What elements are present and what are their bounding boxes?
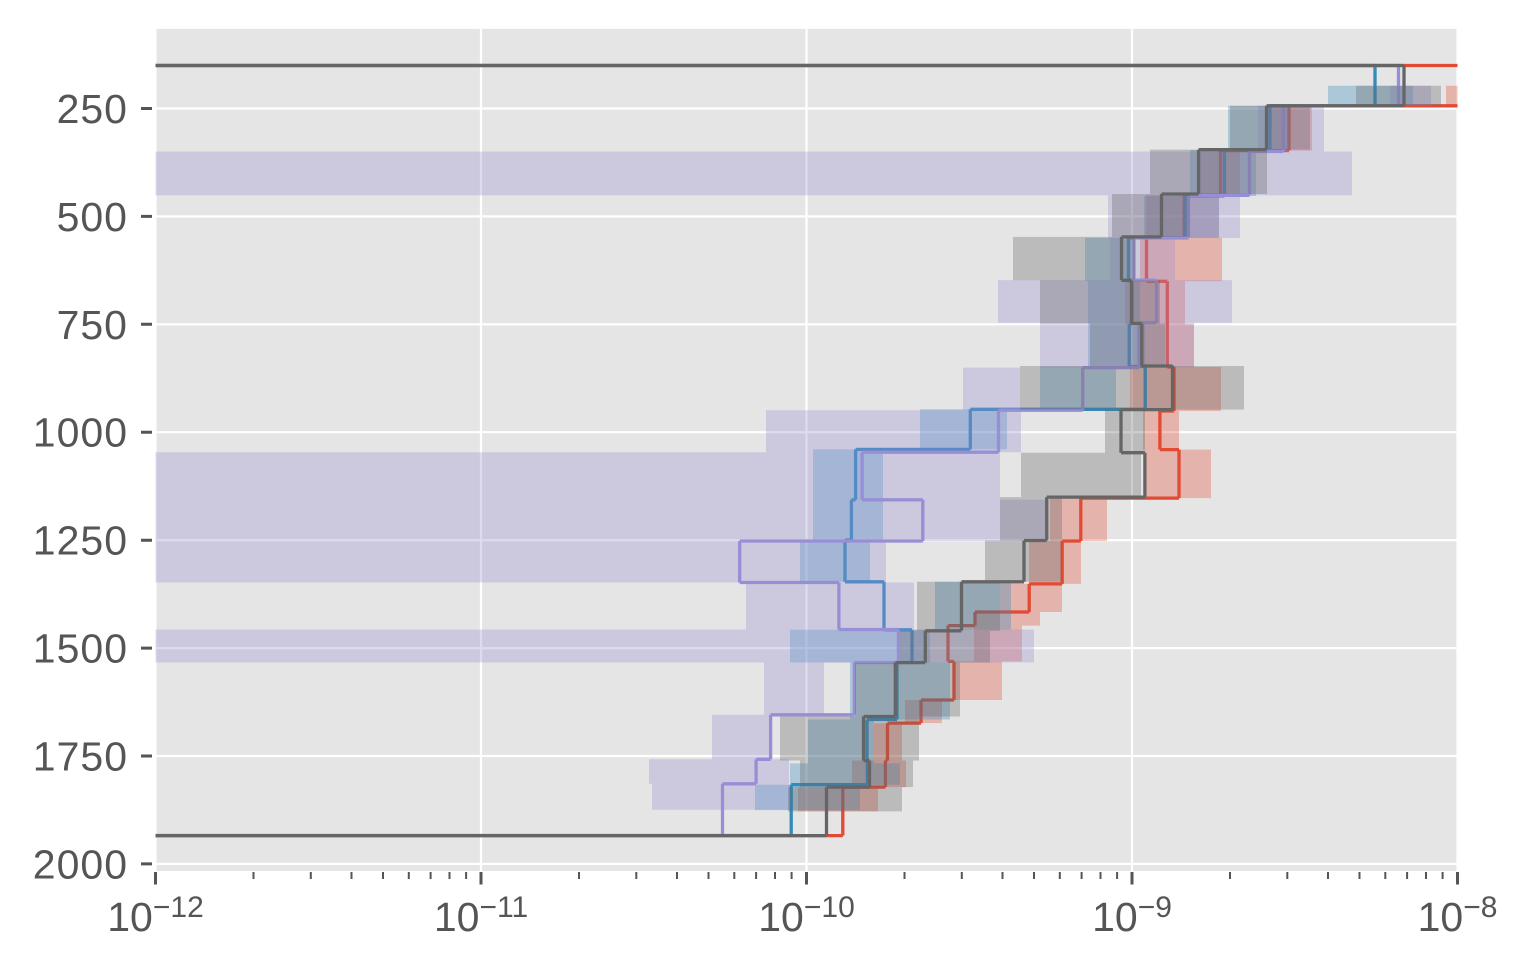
svg-text:1500: 1500 (33, 626, 128, 672)
svg-text:250: 250 (57, 86, 128, 132)
svg-text:1250: 1250 (33, 518, 128, 564)
svg-text:1000: 1000 (33, 410, 128, 456)
svg-text:750: 750 (57, 302, 128, 348)
svg-text:10−10: 10−10 (758, 891, 855, 940)
svg-text:2000: 2000 (33, 841, 128, 887)
svg-text:1750: 1750 (33, 734, 128, 780)
svg-text:500: 500 (57, 194, 128, 240)
